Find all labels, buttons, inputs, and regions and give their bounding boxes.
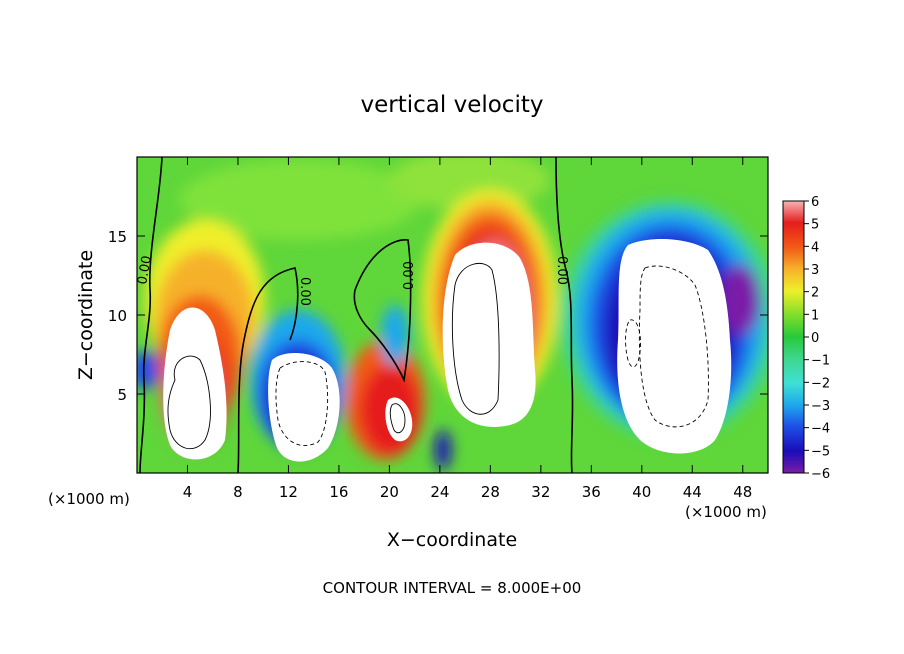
colorbar-tick-label: 0 (811, 331, 819, 346)
y-tick-label: 15 (108, 228, 127, 246)
x-tick-label: 8 (233, 483, 243, 501)
x-tick-label: 32 (531, 483, 550, 501)
x-tick-label: 16 (329, 483, 348, 501)
colorbar-tick-label: 4 (811, 240, 819, 255)
colorbar-tick-label: −4 (811, 422, 830, 437)
x-tick-label: 48 (733, 483, 752, 501)
colorbar-tick-label: −5 (811, 444, 830, 459)
x-axis-label: X−coordinate (387, 529, 517, 551)
y-tick-label: 10 (108, 307, 127, 325)
contour-label-4: 0.00 (554, 256, 569, 285)
colorbar-ticks: 6 5 4 3 2 1 0 −1 −2 −3 −4 −5 −6 (804, 195, 830, 482)
colorbar-tick-label: 2 (811, 286, 819, 301)
y-axis-ticks: 5 10 15 (108, 228, 768, 404)
x-tick-label: 24 (430, 483, 449, 501)
heatmap-field: 0.00 0.00 0.00 0.00 (135, 157, 768, 473)
colorbar-tick-label: 3 (811, 263, 819, 278)
x-tick-label: 12 (279, 483, 298, 501)
x-tick-label: 20 (380, 483, 399, 501)
contour-label-1: 0.00 (135, 255, 155, 286)
colorbar-tick-label: −1 (811, 354, 830, 369)
y-tick-label: 5 (117, 386, 127, 404)
colorbar-tick-label: −3 (811, 399, 830, 414)
colorbar (782, 200, 805, 474)
negative-contours (275, 265, 709, 447)
chart-title: vertical velocity (361, 92, 544, 118)
contour-label-2: 0.00 (297, 277, 312, 306)
colorbar-tick-label: −2 (811, 376, 830, 391)
colorbar-tick-label: 6 (811, 195, 819, 210)
x-tick-label: 28 (481, 483, 500, 501)
x-unit-right: (×1000 m) (685, 503, 767, 521)
x-tick-label: 40 (632, 483, 651, 501)
contour-label-3: 0.00 (402, 261, 417, 290)
inner-contours (167, 262, 500, 450)
colorbar-tick-label: 1 (811, 308, 819, 323)
contour-labels: 0.00 0.00 0.00 0.00 (135, 255, 569, 306)
colorbar-tick-label: −6 (811, 467, 830, 482)
x-axis-ticks: 4 8 12 16 20 24 28 32 36 40 44 48 (183, 157, 752, 501)
y-axis-label: Z−coordinate (75, 250, 97, 380)
x-tick-label: 36 (582, 483, 601, 501)
zero-contours (139, 157, 574, 473)
x-tick-label: 4 (183, 483, 193, 501)
x-unit-left: (×1000 m) (48, 490, 130, 508)
colorbar-tick-label: 5 (811, 218, 819, 233)
contour-interval-note: CONTOUR INTERVAL = 8.000E+00 (323, 579, 582, 597)
x-tick-label: 44 (683, 483, 702, 501)
